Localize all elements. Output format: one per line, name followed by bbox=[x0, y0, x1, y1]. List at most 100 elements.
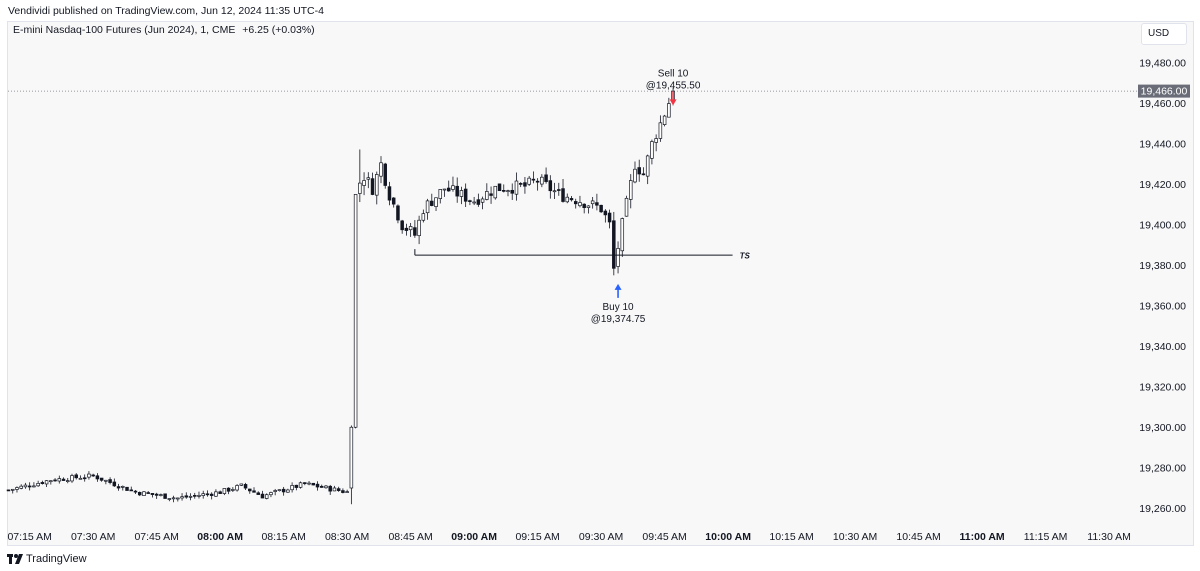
candle-body bbox=[319, 485, 324, 488]
candle-body bbox=[176, 497, 180, 500]
candle-body bbox=[391, 197, 396, 205]
candle-body bbox=[366, 177, 371, 180]
candle-body bbox=[256, 492, 260, 495]
candle-body bbox=[40, 482, 45, 484]
y-tick-label: 19,460.00 bbox=[1139, 98, 1186, 110]
sell-arrow-head-icon bbox=[669, 99, 677, 106]
x-tick-label: 09:30 AM bbox=[579, 531, 623, 543]
candle-body bbox=[472, 201, 476, 204]
candles bbox=[6, 87, 675, 505]
y-tick-label: 19,340.00 bbox=[1139, 341, 1186, 353]
candle-body bbox=[620, 218, 625, 252]
candle-body bbox=[66, 480, 70, 482]
candle-body bbox=[315, 483, 320, 488]
x-tick-label: 10:45 AM bbox=[896, 531, 940, 543]
candle-body bbox=[375, 174, 379, 196]
candle-body bbox=[61, 478, 66, 481]
x-tick-label: 09:45 AM bbox=[642, 531, 686, 543]
candle-body bbox=[332, 487, 337, 492]
candle-body bbox=[616, 248, 620, 267]
candle-body bbox=[650, 141, 654, 159]
candle-body bbox=[586, 205, 591, 208]
candle-body bbox=[311, 482, 316, 486]
x-tick-label: 11:00 AM bbox=[960, 531, 1005, 543]
candle-body bbox=[205, 493, 210, 496]
candle-body bbox=[239, 483, 244, 486]
candle-body bbox=[286, 489, 290, 493]
tradingview-footer[interactable]: TradingView bbox=[7, 552, 87, 566]
candle-body bbox=[260, 493, 265, 499]
candle-body bbox=[595, 202, 599, 206]
candle-body bbox=[654, 138, 658, 143]
candle-body bbox=[108, 479, 112, 483]
candle-body bbox=[417, 219, 421, 237]
candle-body bbox=[142, 491, 146, 496]
x-tick-label: 11:30 AM bbox=[1087, 531, 1131, 543]
candle-body bbox=[629, 180, 633, 200]
x-tick-label: 08:45 AM bbox=[388, 531, 432, 543]
candle-body bbox=[637, 167, 641, 175]
buy-label: Buy 10 bbox=[602, 302, 634, 313]
candle-body bbox=[446, 187, 451, 192]
candle-body bbox=[476, 199, 481, 205]
candle-body bbox=[413, 227, 417, 236]
candle-body bbox=[527, 177, 531, 185]
candle-body bbox=[633, 168, 637, 183]
candle-body bbox=[112, 481, 117, 487]
candle-body bbox=[531, 178, 536, 181]
candle-body bbox=[658, 122, 663, 139]
x-tick-label: 08:00 AM bbox=[197, 531, 243, 543]
candle-body bbox=[599, 204, 603, 213]
candle-body bbox=[667, 103, 671, 118]
candle-body bbox=[561, 188, 565, 202]
candle-body bbox=[425, 200, 430, 214]
candle-body bbox=[353, 194, 358, 428]
candle-body bbox=[44, 480, 49, 485]
candle-body bbox=[10, 488, 15, 491]
symbol-legend: E-mini Nasdaq-100 Futures (Jun 2024), 1,… bbox=[13, 24, 315, 36]
chart-area[interactable] bbox=[7, 21, 1194, 546]
candle-body bbox=[497, 183, 502, 192]
candle-body bbox=[345, 491, 349, 493]
currency-button[interactable]: USD bbox=[1141, 23, 1187, 45]
footer-brand: TradingView bbox=[26, 553, 87, 565]
candle-body bbox=[434, 197, 438, 207]
candle-body bbox=[159, 494, 163, 496]
publish-info: Vendividi published on TradingView.com, … bbox=[8, 5, 324, 17]
y-tick-label: 19,380.00 bbox=[1139, 260, 1186, 272]
candle-body bbox=[565, 196, 570, 203]
x-tick-label: 10:15 AM bbox=[769, 531, 813, 543]
candle-body bbox=[49, 480, 53, 483]
candle-body bbox=[358, 182, 362, 194]
candle-body bbox=[125, 486, 129, 491]
candle-body bbox=[269, 492, 273, 496]
candle-body bbox=[341, 490, 345, 493]
candle-body bbox=[349, 426, 354, 489]
candle-body bbox=[502, 190, 506, 192]
candle-body bbox=[15, 487, 19, 490]
candle-body bbox=[273, 490, 277, 492]
candle-body bbox=[379, 162, 383, 177]
candle-body bbox=[459, 190, 464, 197]
candle-body bbox=[624, 197, 629, 217]
candle-body bbox=[87, 473, 91, 478]
candle-body bbox=[163, 493, 167, 499]
candle-body bbox=[590, 200, 595, 205]
candle-body bbox=[362, 180, 366, 186]
y-tick-label: 19,260.00 bbox=[1139, 503, 1186, 515]
candle-body bbox=[197, 495, 201, 497]
x-tick-label: 07:15 AM bbox=[7, 531, 51, 543]
candle-body bbox=[298, 482, 303, 488]
candle-body bbox=[582, 203, 586, 208]
candle-body bbox=[328, 485, 332, 492]
sell-price-label: @19,455.50 bbox=[646, 80, 701, 91]
candle-body bbox=[252, 490, 256, 493]
candle-body bbox=[91, 474, 95, 477]
tradingview-logo-icon bbox=[7, 554, 23, 564]
candle-body bbox=[324, 485, 328, 489]
candle-body bbox=[544, 174, 548, 182]
y-tick-label: 19,320.00 bbox=[1139, 381, 1186, 393]
candle-body bbox=[231, 489, 235, 491]
candle-body bbox=[510, 189, 514, 194]
